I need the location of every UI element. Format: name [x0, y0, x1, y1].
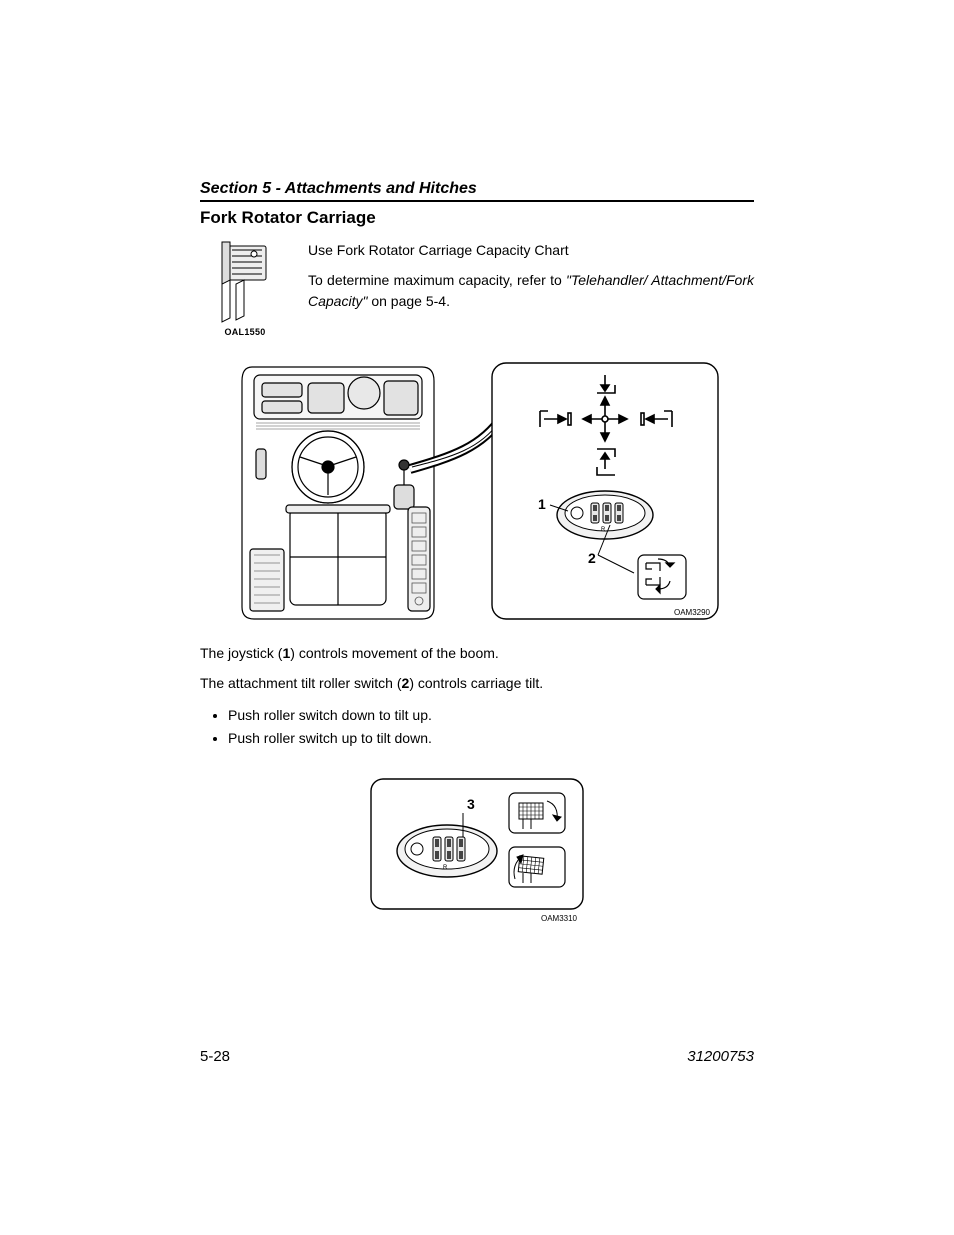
bullet-1: Push roller switch down to tilt up.: [228, 704, 754, 728]
footer-page: 5-28: [200, 1048, 230, 1065]
intro-text: Use Fork Rotator Carriage Capacity Chart…: [308, 240, 754, 321]
page-title: Fork Rotator Carriage: [200, 208, 754, 228]
second-figure: R 3: [367, 775, 587, 925]
paragraph-roller-switch: The attachment tilt roller switch (2) co…: [200, 673, 754, 693]
fig1-label-1: 1: [538, 496, 546, 512]
intro-line-2-post: on page 5-4.: [367, 293, 450, 309]
fig2-code: OAM3310: [541, 914, 578, 923]
intro-line-2: To determine maximum capacity, refer to …: [308, 270, 754, 311]
thumbnail-caption: OAL1550: [224, 327, 265, 337]
page: Section 5 - Attachments and Hitches Fork…: [0, 0, 954, 1235]
thumbnail-column: OAL1550: [200, 240, 290, 337]
bullet-2: Push roller switch up to tilt down.: [228, 727, 754, 751]
fig2-label-3: 3: [467, 796, 475, 812]
bullet-list: Push roller switch down to tilt up. Push…: [200, 704, 754, 752]
svg-text:R: R: [601, 527, 606, 533]
svg-text:R: R: [443, 865, 448, 871]
intro-line-2-pre: To determine maximum capacity, refer to: [308, 272, 566, 288]
footer: 5-28 31200753: [200, 1048, 754, 1065]
fork-carriage-icon: [210, 240, 280, 325]
fig1-label-2: 2: [588, 550, 596, 566]
fig1-code: OAM3290: [674, 608, 711, 617]
section-header: Section 5 - Attachments and Hitches: [200, 180, 754, 202]
intro-line-1: Use Fork Rotator Carriage Capacity Chart: [308, 240, 754, 260]
main-figure: R 1 2: [232, 357, 722, 627]
paragraph-joystick: The joystick (1) controls movement of th…: [200, 643, 754, 663]
footer-docnum: 31200753: [687, 1048, 754, 1065]
intro-row: OAL1550 Use Fork Rotator Carriage Capaci…: [200, 240, 754, 337]
